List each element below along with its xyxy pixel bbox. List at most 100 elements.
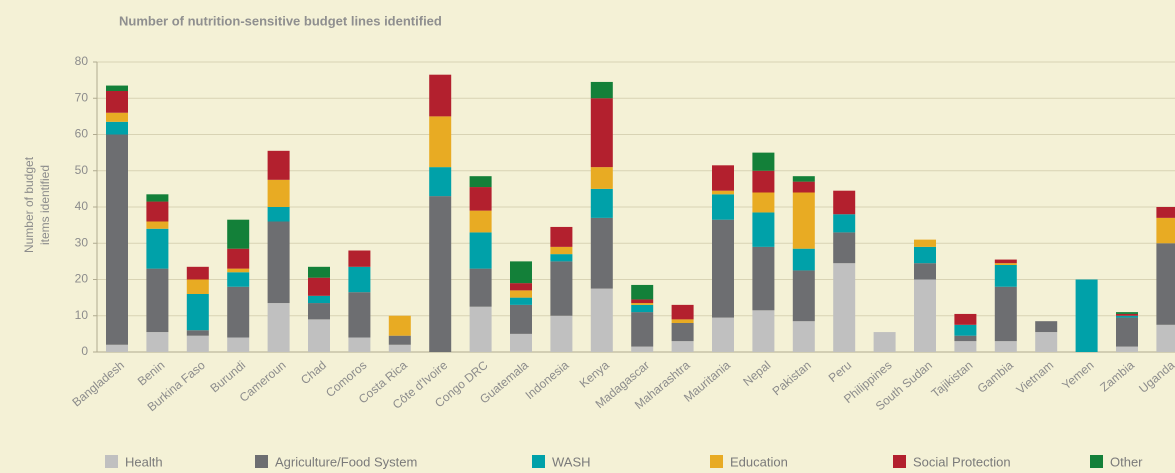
bar-segment bbox=[833, 232, 856, 264]
bar-segment bbox=[752, 246, 775, 311]
bar-segment bbox=[550, 246, 573, 255]
bar-segment bbox=[227, 272, 250, 287]
bar-segment bbox=[308, 295, 330, 304]
bar-segment bbox=[631, 346, 654, 352]
bar-segment bbox=[469, 232, 492, 269]
bar-segment bbox=[106, 121, 128, 135]
x-tick-label: Nepal bbox=[740, 358, 773, 389]
x-tick-label: Zambia bbox=[1097, 358, 1137, 395]
bar-segment bbox=[954, 324, 977, 336]
bar-segment bbox=[388, 335, 411, 345]
bar-segment bbox=[186, 266, 209, 280]
bar-segment bbox=[914, 239, 936, 247]
bar-segment bbox=[550, 226, 573, 247]
bar-segment bbox=[348, 266, 371, 293]
bar-segment bbox=[1075, 279, 1098, 352]
bar-segment bbox=[712, 194, 734, 220]
bar-segment bbox=[954, 335, 977, 342]
x-tick-label: Benin bbox=[135, 358, 168, 388]
bar-segment bbox=[631, 284, 654, 300]
bar-segment bbox=[792, 321, 815, 352]
bar-segment bbox=[994, 265, 1017, 287]
bar-segment bbox=[469, 210, 492, 233]
bar-segment bbox=[994, 259, 1017, 264]
bar-segment bbox=[792, 192, 815, 249]
bar-segment bbox=[631, 304, 654, 313]
bar-segment bbox=[510, 304, 532, 334]
bar-segment bbox=[671, 304, 694, 320]
bar-segment bbox=[146, 268, 169, 333]
bar-segment bbox=[227, 337, 250, 352]
bar-segment bbox=[1116, 313, 1138, 316]
x-tick-label: Vietnam bbox=[1014, 358, 1057, 397]
bar-segment bbox=[1156, 207, 1175, 218]
legend-label: Other bbox=[1110, 454, 1143, 469]
bar-segment bbox=[792, 181, 815, 193]
bar-segment bbox=[1116, 315, 1138, 318]
bar-segment bbox=[712, 165, 734, 191]
bar-segment bbox=[510, 283, 532, 291]
bar-segment bbox=[914, 246, 936, 264]
bar-segment bbox=[267, 303, 290, 352]
bar-segment bbox=[671, 341, 694, 352]
legend-swatch bbox=[1090, 455, 1103, 468]
bar-segment bbox=[510, 261, 532, 284]
y-axis-label: items identified bbox=[38, 165, 52, 245]
bar-segment bbox=[227, 286, 250, 338]
bar-segment bbox=[227, 248, 250, 269]
bar-segment bbox=[631, 299, 654, 304]
bar-segment bbox=[469, 176, 492, 188]
bar-segment bbox=[792, 176, 815, 182]
bar-segment bbox=[146, 332, 169, 352]
bar-segment bbox=[146, 201, 169, 222]
bar-segment bbox=[752, 152, 775, 171]
y-tick-label: 70 bbox=[75, 90, 89, 104]
bar-segment bbox=[1116, 346, 1138, 352]
bar-segment bbox=[590, 81, 613, 99]
bar-segment bbox=[833, 263, 856, 352]
bar-segment bbox=[914, 279, 936, 352]
bar-segment bbox=[550, 315, 573, 352]
bar-segment bbox=[752, 170, 775, 193]
bar-segment bbox=[146, 194, 169, 202]
bar-segment bbox=[429, 116, 452, 168]
bar-segment bbox=[1156, 243, 1175, 325]
legend-label: Health bbox=[125, 454, 163, 469]
bar-segment bbox=[550, 261, 573, 316]
bar-segment bbox=[712, 190, 734, 195]
bar-segment bbox=[1156, 324, 1175, 352]
bar-segment bbox=[1116, 312, 1138, 314]
bar-segment bbox=[833, 190, 856, 215]
bar-segment bbox=[429, 74, 452, 117]
bar-segment bbox=[106, 344, 128, 352]
legend-swatch bbox=[255, 455, 268, 468]
bar-segment bbox=[590, 98, 613, 168]
legend-label: WASH bbox=[552, 454, 591, 469]
legend-swatch bbox=[710, 455, 723, 468]
x-tick-label: Yemen bbox=[1059, 358, 1096, 392]
bar-segment bbox=[186, 294, 209, 331]
bar-segment bbox=[308, 303, 330, 320]
bar-segment bbox=[954, 341, 977, 352]
bar-segment bbox=[106, 112, 128, 122]
y-tick-label: 10 bbox=[75, 308, 89, 322]
bar-segment bbox=[671, 319, 694, 323]
bar-segment bbox=[227, 268, 250, 273]
x-tick-label: Bangladesh bbox=[69, 358, 127, 409]
bar-segment bbox=[1035, 321, 1058, 333]
bar-segment bbox=[186, 330, 209, 336]
bar-segment bbox=[348, 337, 371, 352]
bar-segment bbox=[994, 286, 1017, 342]
y-tick-label: 0 bbox=[81, 344, 88, 358]
bar-segment bbox=[267, 207, 290, 222]
bar-segment bbox=[308, 277, 330, 296]
x-tick-label: Pakistan bbox=[770, 358, 814, 398]
bar-segment bbox=[388, 344, 411, 352]
bar-segment bbox=[590, 188, 613, 218]
chart-title: Number of nutrition-sensitive budget lin… bbox=[119, 13, 442, 28]
bar-segment bbox=[267, 179, 290, 207]
legend-label: Social Protection bbox=[913, 454, 1011, 469]
legend-label: Agriculture/Food System bbox=[275, 454, 417, 469]
x-tick-label: Kenya bbox=[577, 358, 612, 391]
